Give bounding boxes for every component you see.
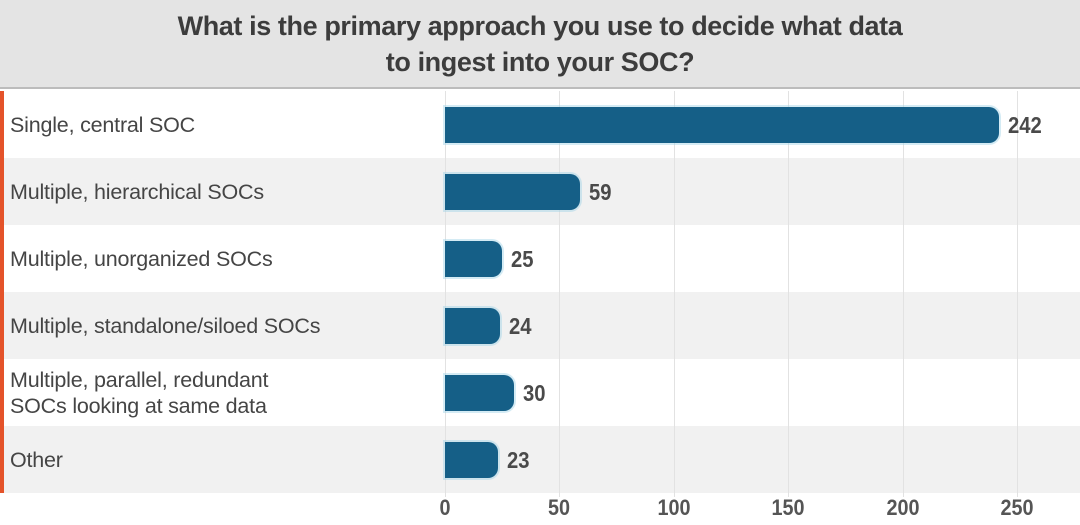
category-label: Multiple, parallel, redundant SOCs lookin… (10, 367, 269, 418)
x-tick-label: 200 (886, 495, 920, 520)
gridline (1017, 91, 1018, 497)
x-tick-label: 250 (1000, 495, 1034, 520)
bar (445, 173, 580, 210)
bar-value-label: 23 (507, 446, 530, 473)
category-label: Multiple, standalone/siloed SOCs (10, 313, 321, 338)
category-label: Single, central SOC (10, 112, 196, 137)
bar-value-label: 25 (511, 245, 534, 272)
row-band (0, 426, 1080, 493)
bar (445, 240, 502, 277)
gridline (674, 91, 675, 497)
gridline (788, 91, 789, 497)
row-band (0, 359, 1080, 426)
category-label: Multiple, unorganized SOCs (10, 246, 273, 271)
x-tick-label: 150 (771, 495, 805, 520)
x-tick-label: 100 (657, 495, 691, 520)
plot-area: 242 59 25 24 30 23 Single, central SOC Multipl… (0, 91, 1080, 525)
chart-title-bar: What is the primary approach you use to … (0, 0, 1080, 89)
accent-stripe (0, 91, 4, 493)
bar (445, 441, 498, 478)
bar (445, 106, 999, 143)
gridline (903, 91, 904, 497)
row-band (0, 225, 1080, 292)
chart-title-line-2: to ingest into your SOC? (385, 46, 695, 77)
bar (445, 374, 514, 411)
gridline (559, 91, 560, 497)
bar-value-label: 59 (589, 178, 612, 205)
x-tick-label: 0 (439, 495, 451, 520)
category-label: Multiple, hierarchical SOCs (10, 179, 264, 204)
bar-value-label: 242 (1008, 111, 1042, 138)
category-label: Other (10, 447, 63, 472)
bar (445, 307, 500, 344)
x-tick-label: 50 (547, 495, 571, 520)
row-band (0, 292, 1080, 359)
gridline (445, 91, 446, 497)
chart-title-line-1: What is the primary approach you use to … (177, 10, 903, 41)
bar-value-label: 30 (523, 379, 546, 406)
bar-value-label: 24 (509, 312, 532, 339)
